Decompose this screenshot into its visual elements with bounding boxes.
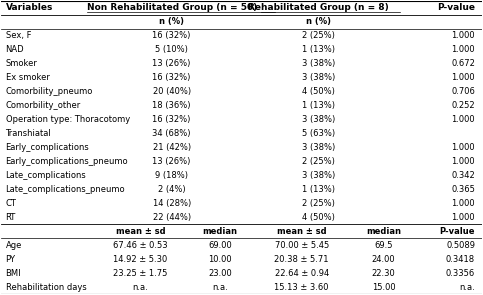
Text: 0.3356: 0.3356 [446,269,475,278]
Text: 3 (38%): 3 (38%) [302,171,335,180]
Text: Sex, F: Sex, F [5,31,31,40]
Text: 15.00: 15.00 [372,283,396,292]
Text: CT: CT [5,199,16,208]
Text: 20 (40%): 20 (40%) [153,87,191,96]
Text: 16 (32%): 16 (32%) [153,73,191,82]
Text: NAD: NAD [5,45,24,54]
Text: 23.25 ± 1.75: 23.25 ± 1.75 [113,269,168,278]
Text: 0.3418: 0.3418 [446,255,475,264]
Text: 69.5: 69.5 [374,241,393,250]
Text: Rehabilitated Group (n = 8): Rehabilitated Group (n = 8) [248,3,389,12]
Text: n.a.: n.a. [459,283,475,292]
Text: 1 (13%): 1 (13%) [302,45,335,54]
Text: 67.46 ± 0.53: 67.46 ± 0.53 [113,241,168,250]
Text: 5 (63%): 5 (63%) [302,129,335,138]
Text: mean ± sd: mean ± sd [115,227,165,236]
Text: Variables: Variables [5,3,53,12]
Text: 4 (50%): 4 (50%) [302,213,335,222]
Text: 23.00: 23.00 [208,269,232,278]
Text: 16 (32%): 16 (32%) [153,31,191,40]
Text: 3 (38%): 3 (38%) [302,59,335,68]
Text: 2 (4%): 2 (4%) [158,185,185,194]
Text: 0.342: 0.342 [451,171,475,180]
Text: 22.30: 22.30 [372,269,396,278]
Text: 0.365: 0.365 [451,185,475,194]
Text: Transhiatal: Transhiatal [5,129,51,138]
Text: Non Rehabilitated Group (n = 50): Non Rehabilitated Group (n = 50) [86,3,257,12]
Text: 1.000: 1.000 [452,115,475,124]
Text: 69.00: 69.00 [208,241,232,250]
Text: Ex smoker: Ex smoker [5,73,49,82]
Text: n (%): n (%) [159,17,184,26]
Text: 70.00 ± 5.45: 70.00 ± 5.45 [274,241,329,250]
Text: 15.13 ± 3.60: 15.13 ± 3.60 [274,283,329,292]
Text: 0.5089: 0.5089 [446,241,475,250]
Text: 21 (42%): 21 (42%) [153,143,191,152]
Text: 14.92 ± 5.30: 14.92 ± 5.30 [113,255,168,264]
Text: Comorbility_other: Comorbility_other [5,101,81,110]
Text: Smoker: Smoker [5,59,37,68]
Text: 1.000: 1.000 [452,157,475,166]
Text: mean ± sd: mean ± sd [277,227,327,236]
Text: median: median [202,227,237,236]
Text: 18 (36%): 18 (36%) [153,101,191,110]
Text: 1 (13%): 1 (13%) [302,185,335,194]
Text: n.a.: n.a. [132,283,148,292]
Text: 0.252: 0.252 [452,101,475,110]
Text: 13 (26%): 13 (26%) [153,59,191,68]
Text: PY: PY [5,255,15,264]
Text: 24.00: 24.00 [372,255,396,264]
Text: 5 (10%): 5 (10%) [155,45,188,54]
Text: median: median [366,227,401,236]
Text: 14 (28%): 14 (28%) [153,199,191,208]
Text: 10.00: 10.00 [208,255,232,264]
Text: Early_complications: Early_complications [5,143,89,152]
Text: 1.000: 1.000 [452,143,475,152]
Text: 1.000: 1.000 [452,199,475,208]
Text: n.a.: n.a. [212,283,227,292]
Text: 2 (25%): 2 (25%) [302,199,335,208]
Text: 3 (38%): 3 (38%) [302,73,335,82]
Text: BMI: BMI [5,269,21,278]
Text: 1.000: 1.000 [452,213,475,222]
Text: 1 (13%): 1 (13%) [302,101,335,110]
Text: Rehabilitation days: Rehabilitation days [5,283,86,292]
Text: 34 (68%): 34 (68%) [153,129,191,138]
Text: 13 (26%): 13 (26%) [153,157,191,166]
Text: 16 (32%): 16 (32%) [153,115,191,124]
Text: 2 (25%): 2 (25%) [302,157,335,166]
Text: 1.000: 1.000 [452,31,475,40]
Text: 1.000: 1.000 [452,45,475,54]
Text: Age: Age [5,241,22,250]
Text: n (%): n (%) [306,17,331,26]
Text: 22 (44%): 22 (44%) [153,213,191,222]
Text: 3 (38%): 3 (38%) [302,115,335,124]
Text: 22.64 ± 0.94: 22.64 ± 0.94 [274,269,329,278]
Text: 20.38 ± 5.71: 20.38 ± 5.71 [274,255,329,264]
Text: RT: RT [5,213,16,222]
Text: P-value: P-value [437,3,475,12]
Text: 2 (25%): 2 (25%) [302,31,335,40]
Text: Comorbility_pneumo: Comorbility_pneumo [5,87,93,96]
Text: 9 (18%): 9 (18%) [155,171,188,180]
Text: P-value: P-value [440,227,475,236]
Text: Early_complications_pneumo: Early_complications_pneumo [5,157,128,166]
Text: 0.672: 0.672 [451,59,475,68]
Text: 3 (38%): 3 (38%) [302,143,335,152]
Text: Late_complications: Late_complications [5,171,86,180]
Text: Operation type: Thoracotomy: Operation type: Thoracotomy [5,115,130,124]
Text: 4 (50%): 4 (50%) [302,87,335,96]
Text: 1.000: 1.000 [452,73,475,82]
Text: 0.706: 0.706 [451,87,475,96]
Text: Late_complications_pneumo: Late_complications_pneumo [5,185,125,194]
